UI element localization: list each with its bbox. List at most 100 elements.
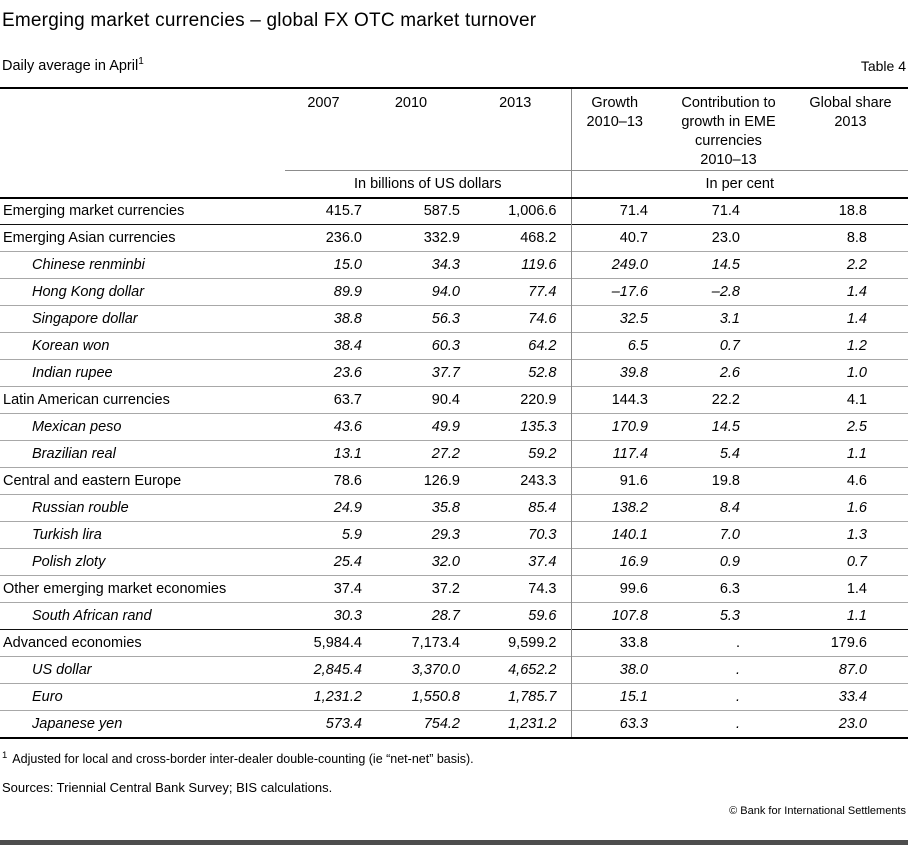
cell-value: 49.9 xyxy=(431,419,460,435)
cell-value: 126.9 xyxy=(423,473,460,489)
cell-value: 1.1 xyxy=(846,608,867,624)
cell-value: 1.1 xyxy=(846,446,867,462)
cell-value: –17.6 xyxy=(611,284,648,300)
row-label: Russian rouble xyxy=(32,500,129,516)
turnover-table: 2007 2010 2013 Growth 2010–13 Contributi… xyxy=(0,87,908,739)
row-label: Latin American currencies xyxy=(3,392,170,408)
cell-value: 4.6 xyxy=(846,473,867,489)
cell-value: 6.3 xyxy=(719,581,740,597)
cell-value: 30.3 xyxy=(333,608,362,624)
table-row: Korean won 38.4 60.3 64.2 6.5 0.7 1.2 xyxy=(0,332,908,360)
cell-value: 28.7 xyxy=(431,608,460,624)
cell-value: 13.1 xyxy=(333,446,362,462)
cell-value: 4.1 xyxy=(846,392,867,408)
cell-value: 179.6 xyxy=(830,635,867,651)
page-title: Emerging market currencies – global FX O… xyxy=(2,10,537,31)
cell-value: 1,785.7 xyxy=(460,683,572,711)
row-label: Polish zloty xyxy=(32,554,106,570)
table-row: Emerging Asian currencies 236.0 332.9 468.2… xyxy=(0,224,908,252)
bottom-divider-bar xyxy=(0,840,908,845)
cell-value: 99.6 xyxy=(619,581,648,597)
cell-value: 2.2 xyxy=(846,257,867,273)
cell-value: 52.8 xyxy=(460,359,572,387)
cell-value: 70.3 xyxy=(460,521,572,549)
cell-value: 117.4 xyxy=(612,446,648,462)
units-row: In billions of US dollars In per cent xyxy=(0,170,908,198)
cell-value: 23.0 xyxy=(838,715,867,732)
cell-value: 2.5 xyxy=(846,419,867,435)
cell-value: 2,845.4 xyxy=(313,662,362,678)
cell-value: 38.4 xyxy=(333,338,362,354)
cell-value: 249.0 xyxy=(611,257,648,273)
cell-value: 135.3 xyxy=(460,413,572,441)
cell-value: 140.1 xyxy=(611,527,648,543)
cell-value: 7,173.4 xyxy=(411,635,460,651)
cell-value: . xyxy=(735,689,740,705)
cell-value: 38.0 xyxy=(619,662,648,678)
cell-value: 35.8 xyxy=(431,500,460,516)
cell-value: 236.0 xyxy=(325,230,362,246)
row-label: Chinese renminbi xyxy=(32,257,145,273)
cell-value: 1.4 xyxy=(846,581,867,597)
cell-value: 6.5 xyxy=(627,338,648,354)
cell-value: 85.4 xyxy=(460,494,572,522)
cell-value: 43.6 xyxy=(333,419,362,435)
cell-value: 0.7 xyxy=(719,338,740,354)
cell-value: 144.3 xyxy=(611,392,648,408)
row-label: Other emerging market economies xyxy=(3,581,227,597)
row-label: Emerging market currencies xyxy=(3,203,185,220)
row-label: Korean won xyxy=(32,338,110,354)
cell-value: 78.6 xyxy=(333,473,362,489)
table-row: Euro 1,231.2 1,550.8 1,785.7 15.1. 33.4 xyxy=(0,683,908,711)
cell-value: 468.2 xyxy=(460,224,572,252)
cell-value: 64.2 xyxy=(460,332,572,360)
cell-value: 71.4 xyxy=(711,203,740,220)
subtitle-row: Daily average in April1 Table 4 xyxy=(2,54,906,74)
column-header-global-share: Global share 2013 xyxy=(809,95,892,130)
cell-value: 3,370.0 xyxy=(411,662,460,678)
row-label: Hong Kong dollar xyxy=(32,284,145,300)
cell-value: 415.7 xyxy=(325,203,362,220)
cell-value: 32.5 xyxy=(619,311,648,327)
cell-value: 71.4 xyxy=(619,203,648,220)
cell-value: 1.2 xyxy=(846,338,867,354)
cell-value: 1,231.2 xyxy=(460,710,572,738)
cell-value: 87.0 xyxy=(838,662,867,678)
cell-value: 8.8 xyxy=(846,230,867,246)
cell-value: 220.9 xyxy=(460,386,572,414)
cell-value: 38.8 xyxy=(333,311,362,327)
row-label: Singapore dollar xyxy=(32,311,138,327)
column-header-row: 2007 2010 2013 Growth 2010–13 Contributi… xyxy=(0,88,908,171)
cell-value: 74.6 xyxy=(460,305,572,333)
cell-value: 1,550.8 xyxy=(411,689,460,705)
footnote: 1 Adjusted for local and cross-border int… xyxy=(2,748,908,767)
table-row: Advanced economies 5,984.4 7,173.4 9,599.2 3… xyxy=(0,629,908,657)
table-row: Japanese yen 573.4 754.2 1,231.2 63.3. 23.0 xyxy=(0,710,908,738)
row-label: Indian rupee xyxy=(32,365,113,381)
cell-value: 5.3 xyxy=(719,608,740,624)
row-label: Emerging Asian currencies xyxy=(3,230,176,246)
cell-value: 1,006.6 xyxy=(460,197,572,225)
cell-value: 77.4 xyxy=(460,278,572,306)
cell-value: 7.0 xyxy=(719,527,740,543)
cell-value: 23.6 xyxy=(333,365,362,381)
cell-value: 33.4 xyxy=(838,689,867,705)
table-row: South African rand 30.3 28.7 59.6 107.8 5.3 1.… xyxy=(0,602,908,630)
subtitle-footnote-marker: 1 xyxy=(138,56,144,68)
table-row: Latin American currencies 63.7 90.4 220.9 14… xyxy=(0,386,908,414)
footnote-text: Adjusted for local and cross-border inte… xyxy=(12,751,474,766)
cell-value: 1.3 xyxy=(846,527,867,543)
cell-value: 8.4 xyxy=(719,500,740,516)
cell-value: 1,231.2 xyxy=(313,689,362,705)
cell-value: 59.2 xyxy=(460,440,572,468)
cell-value: 94.0 xyxy=(431,284,460,300)
row-label: Japanese yen xyxy=(32,715,123,732)
subtitle: Daily average in April1 xyxy=(2,56,144,74)
cell-value: 15.0 xyxy=(333,257,362,273)
table-row: Central and eastern Europe 78.6 126.9 243.3… xyxy=(0,467,908,495)
row-label: Turkish lira xyxy=(32,527,102,543)
cell-value: 107.8 xyxy=(611,608,648,624)
cell-value: 119.6 xyxy=(460,251,572,279)
column-header-2007: 2007 xyxy=(307,95,340,111)
